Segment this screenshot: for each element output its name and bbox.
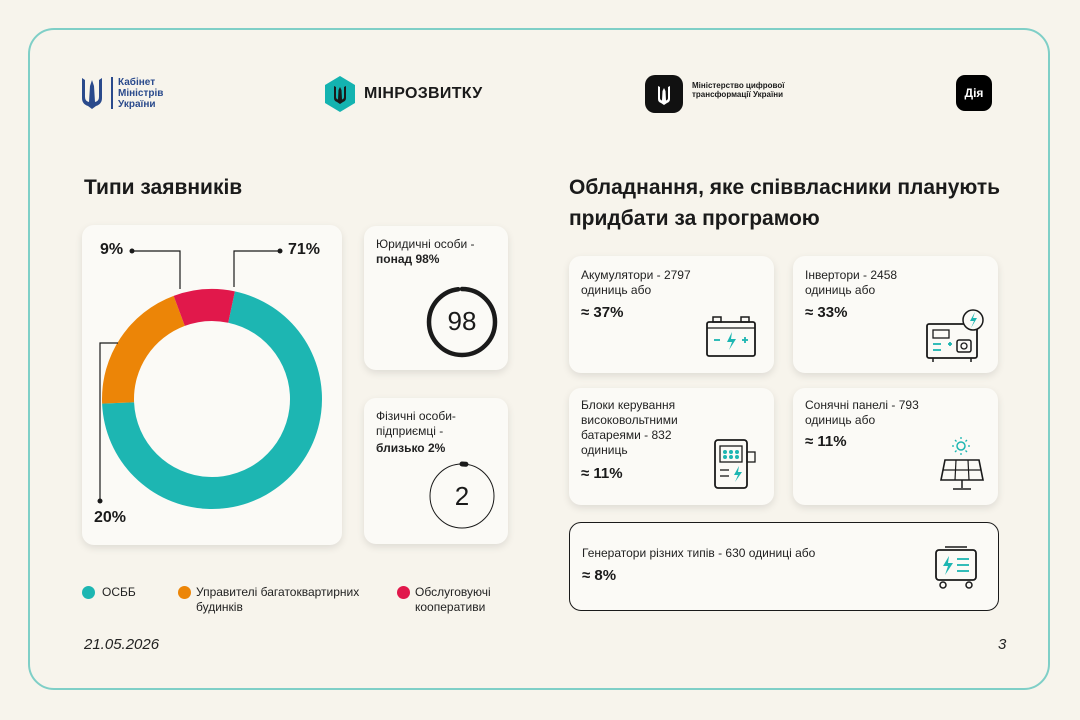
minrozvytku-logo	[323, 75, 357, 118]
equipment-title: Обладнання, яке співвласники планують пр…	[569, 176, 1001, 230]
legend-label-cooperatives: Обслуговуючі кооперативи	[415, 585, 491, 614]
inverters-text: Інвертори - 2458 одиниць або	[805, 268, 898, 297]
individual-entrepreneurs-card: Фізичні особи-підприємці - близько 2% 2	[364, 398, 508, 544]
hexagon-trident-icon	[325, 76, 355, 112]
bms-pct: ≈ 11%	[581, 465, 623, 482]
kabmin-label: Кабінет Міністрів України	[118, 77, 164, 110]
footer-date: 21.05.2026	[84, 636, 160, 653]
legal-entities-bold: понад 98%	[376, 252, 440, 266]
kabmin-divider	[111, 77, 113, 109]
diia-logo: Дія	[956, 75, 992, 111]
legal-ring	[426, 286, 498, 358]
mintsyfra-logo	[645, 75, 683, 113]
bms-text: Блоки керування високовольтними батареям…	[581, 398, 678, 457]
bms-icon	[714, 439, 756, 489]
donut-segment-managers	[102, 295, 185, 404]
individual-entrepreneurs-text: Фізичні особи-підприємці -	[376, 409, 456, 438]
page-number: 3	[998, 636, 1007, 653]
minrozvytku-label: МІНРОЗВИТКУ	[364, 85, 483, 102]
legend-dot-osbb	[82, 586, 95, 599]
batteries-text: Акумулятори - 2797 одиниць або	[581, 268, 691, 297]
individual-ring-value: 2	[454, 481, 470, 511]
leader-dot-20	[97, 498, 103, 504]
inverter-icon	[926, 309, 984, 362]
label-9: 9%	[100, 241, 124, 258]
label-20: 20%	[94, 509, 127, 526]
equipment-card-batteries: Акумулятори - 2797 одиниць або ≈ 37%	[569, 256, 774, 373]
donut-segment-osbb	[102, 291, 322, 509]
label-71: 71%	[288, 241, 321, 258]
equipment-card-solar: Сонячні панелі - 793 одиниць або ≈ 11%	[793, 388, 998, 505]
trident-icon	[658, 86, 670, 105]
applicant-types-title: Типи заявників	[84, 176, 243, 199]
trident-icon	[82, 78, 102, 109]
generator-icon	[935, 546, 977, 589]
equipment-card-bms: Блоки керування високовольтними батареям…	[569, 388, 774, 505]
leader-dot-9	[129, 248, 135, 254]
leader-line-71	[233, 250, 256, 287]
legend-dot-managers	[178, 586, 191, 599]
individual-entrepreneurs-bold: близько 2%	[376, 441, 446, 455]
inverters-pct: ≈ 33%	[805, 304, 848, 321]
generators-pct: ≈ 8%	[582, 567, 617, 584]
equipment-card-generators: Генератори різних типів - 630 одиниці аб…	[569, 522, 999, 611]
kabmin-logo	[80, 76, 104, 115]
legal-ring-value: 98	[447, 306, 477, 336]
solar-pct: ≈ 11%	[805, 433, 847, 450]
legend-dot-cooperatives	[397, 586, 410, 599]
legend-label-managers: Управителі багатоквартирних будинків	[196, 585, 360, 614]
leader-line-9	[132, 250, 181, 289]
page-frame	[28, 28, 1050, 690]
legal-entities-text: Юридичні особи -	[376, 237, 475, 251]
individual-ring	[427, 461, 497, 531]
legend-label-osbb: ОСББ	[102, 585, 136, 599]
batteries-pct: ≈ 37%	[581, 304, 624, 321]
donut-segment-cooperatives	[173, 289, 235, 326]
solar-text: Сонячні панелі - 793 одиниць або	[805, 398, 919, 427]
donut-chart	[97, 248, 322, 509]
battery-icon	[706, 316, 756, 357]
equipment-card-inverters: Інвертори - 2458 одиниць або ≈ 33%	[793, 256, 998, 373]
generators-text: Генератори різних типів - 630 одиниці аб…	[582, 546, 816, 560]
leader-line-20	[99, 342, 118, 501]
mintsyfra-label: Міністерство цифрової трансформації Укра…	[692, 81, 785, 99]
solar-panel-icon	[940, 437, 984, 490]
legal-entities-card: Юридичні особи - понад 98% 98	[364, 226, 508, 370]
donut-card: 71% 9% 20%	[82, 225, 342, 545]
